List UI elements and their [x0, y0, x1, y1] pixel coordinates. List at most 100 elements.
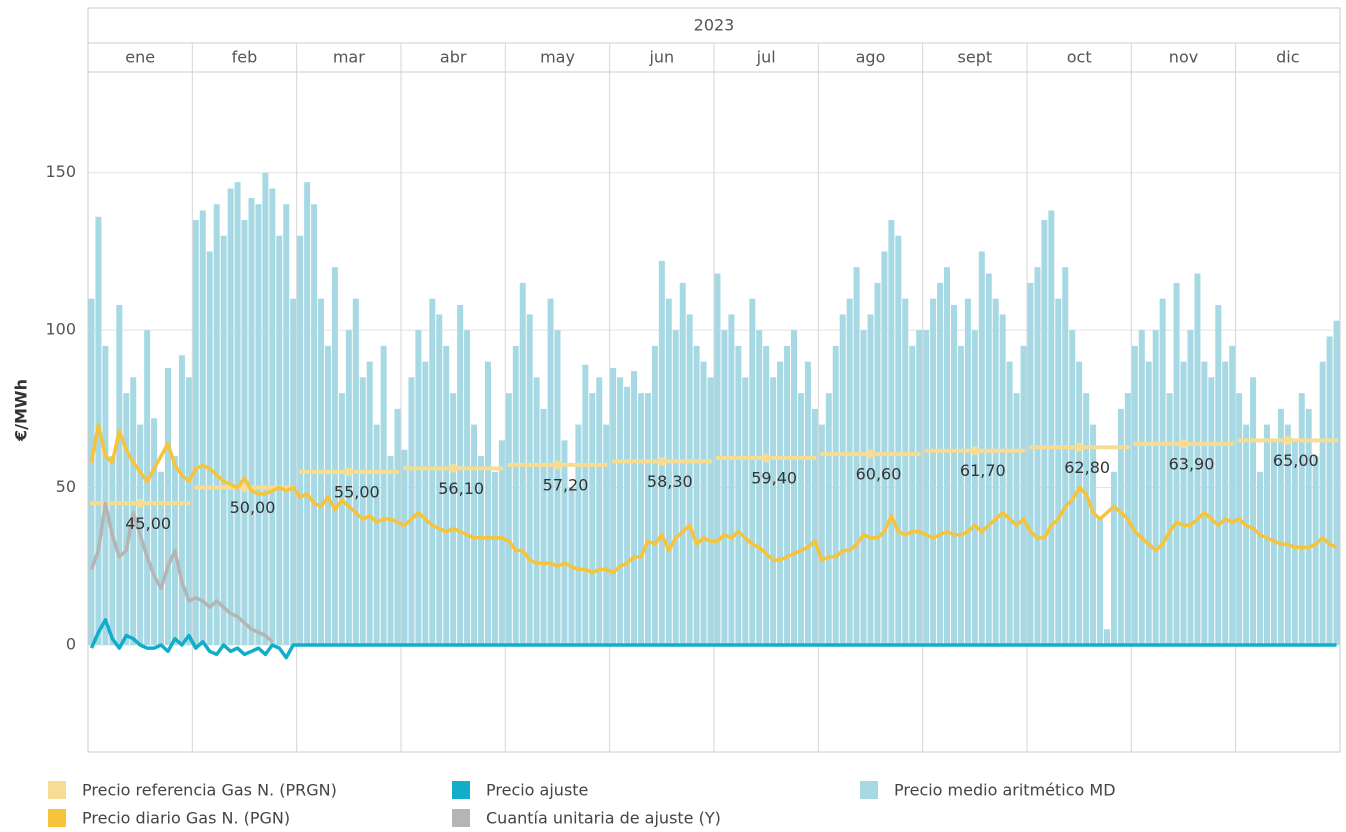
bar [631, 371, 638, 645]
bar [359, 377, 366, 645]
reference-point [657, 456, 667, 466]
bar [1034, 267, 1041, 645]
reference-point [344, 467, 354, 477]
bar [255, 204, 262, 645]
bar [151, 418, 158, 645]
month-label: ene [125, 48, 155, 67]
data-label: 62,80 [1064, 458, 1110, 477]
month-label: sept [958, 48, 993, 67]
bar [276, 235, 283, 645]
month-label: nov [1169, 48, 1198, 67]
bar [1076, 361, 1083, 645]
legend-label: Precio ajuste [486, 781, 588, 800]
bar [957, 345, 964, 645]
bar [784, 345, 791, 645]
bar [1187, 330, 1194, 645]
bar [408, 377, 415, 645]
year-label: 2023 [694, 16, 735, 35]
bar [471, 424, 478, 645]
bar [728, 314, 735, 645]
bar [1083, 393, 1090, 645]
bar [749, 298, 756, 645]
bar [1062, 267, 1069, 645]
bar [206, 251, 213, 645]
bar [505, 393, 512, 645]
data-label: 55,00 [334, 482, 380, 501]
month-label: oct [1067, 48, 1092, 67]
bar [756, 330, 763, 645]
bar [491, 471, 498, 645]
bar [1110, 471, 1117, 645]
bar [130, 377, 137, 645]
bar [1027, 282, 1034, 645]
bar [721, 330, 728, 645]
bar [1208, 377, 1215, 645]
bar [88, 298, 95, 645]
month-label: jun [648, 48, 674, 67]
bar [498, 440, 505, 645]
bar [178, 355, 185, 645]
month-label: jul [756, 48, 776, 67]
bar [429, 298, 436, 645]
bar [1222, 361, 1229, 645]
bar [1006, 361, 1013, 645]
bar [665, 298, 672, 645]
bar [484, 361, 491, 645]
bar [985, 273, 992, 645]
bar [651, 345, 658, 645]
y-tick-label: 150 [45, 162, 76, 181]
bars [88, 172, 1340, 645]
bar [526, 314, 533, 645]
bar [992, 298, 999, 645]
bar [742, 377, 749, 645]
bar [1145, 361, 1152, 645]
bar [540, 408, 547, 645]
data-label: 65,00 [1273, 451, 1319, 470]
data-label: 61,70 [960, 461, 1006, 480]
bar [1131, 345, 1138, 645]
bar [867, 314, 874, 645]
bar [1173, 282, 1180, 645]
bar [874, 282, 881, 645]
bar [561, 440, 568, 645]
bar [1152, 330, 1159, 645]
bar [1055, 298, 1062, 645]
bar [971, 330, 978, 645]
bar [366, 361, 373, 645]
bar [686, 314, 693, 645]
month-label: may [540, 48, 575, 67]
bar [700, 361, 707, 645]
legend-label: Precio referencia Gas N. (PRGN) [82, 781, 337, 800]
bar [338, 393, 345, 645]
bar [443, 345, 450, 645]
bar [478, 456, 484, 645]
bar [185, 377, 192, 645]
reference-point [761, 453, 771, 463]
bar [1257, 471, 1264, 645]
bar [192, 219, 199, 645]
bar [825, 393, 832, 645]
bar [1263, 424, 1270, 645]
month-label: ago [856, 48, 886, 67]
y-tick-label: 0 [66, 634, 76, 653]
month-label: abr [440, 48, 467, 67]
bar [937, 282, 944, 645]
bar [770, 377, 777, 645]
bar [1194, 273, 1201, 645]
bar [658, 260, 665, 645]
bar [881, 251, 888, 645]
bar [1166, 393, 1173, 645]
bar [1298, 393, 1305, 645]
bar [102, 345, 109, 645]
bar [422, 361, 429, 645]
y-axis-label: €/MWh [12, 379, 31, 442]
reference-point [1179, 439, 1188, 449]
bar [1215, 304, 1222, 645]
bar [603, 424, 610, 645]
y-tick-label: 50 [56, 477, 76, 496]
legend-swatch [48, 809, 66, 827]
line [89, 422, 1338, 575]
bar [707, 377, 714, 645]
bar [777, 361, 784, 645]
bar [791, 330, 797, 645]
